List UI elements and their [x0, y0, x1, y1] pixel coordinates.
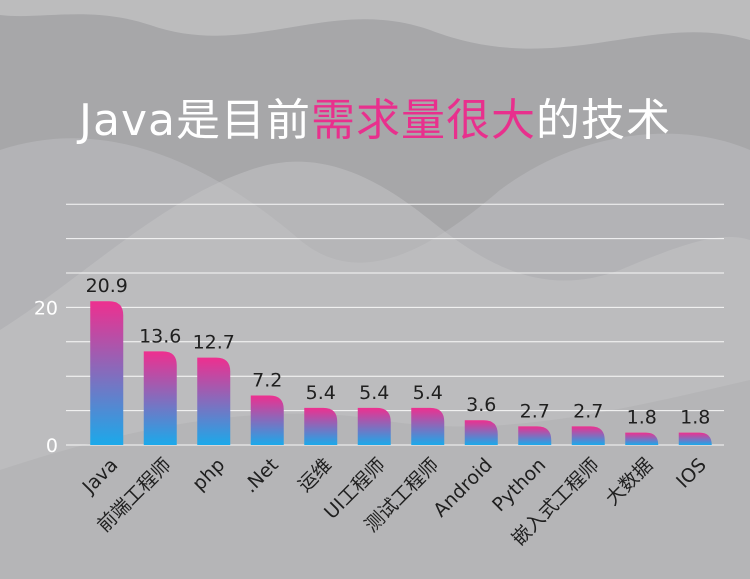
value-label-3: 7.2	[252, 369, 282, 391]
bar-5	[357, 407, 391, 445]
y-tick-label: 0	[46, 435, 58, 457]
category-label-2: php	[188, 454, 229, 495]
category-label-3: .Net	[239, 454, 282, 497]
value-labels: 20.9 13.6 12.7 7.2 5.4 5.4 5.4 3.6 2.7 2.7 1.8 1.8	[86, 275, 711, 428]
value-label-1: 13.6	[139, 325, 181, 347]
bar-9	[571, 426, 605, 445]
bar-8	[518, 426, 552, 445]
page-title: Java是目前需求量很大的技术	[0, 84, 750, 148]
category-label-10: 大数据	[601, 454, 657, 510]
category-label-4: 运维	[294, 454, 336, 496]
category-label-7: Android	[429, 454, 497, 522]
bar-1	[143, 351, 177, 445]
title-suffix: 的技术	[535, 95, 671, 146]
value-label-4: 5.4	[306, 382, 336, 404]
title-prefix: Java是目前	[79, 95, 311, 146]
value-label-5: 5.4	[359, 382, 389, 404]
bar-0	[90, 301, 124, 445]
category-label-11: IOS	[672, 454, 711, 493]
bar-10	[625, 432, 659, 445]
bar-3	[250, 395, 284, 445]
value-label-11: 1.8	[680, 407, 710, 429]
bar-6	[411, 407, 445, 445]
value-label-2: 12.7	[193, 332, 235, 354]
bars	[90, 301, 712, 445]
value-label-9: 2.7	[573, 400, 603, 422]
gridlines	[66, 203, 724, 446]
y-tick-label: 20	[34, 297, 58, 319]
y-axis-ticks: 0 20	[34, 297, 58, 457]
value-label-0: 20.9	[86, 275, 128, 297]
title-highlight: 需求量很大	[310, 95, 536, 146]
value-label-8: 2.7	[520, 400, 550, 422]
bar-11	[678, 432, 712, 445]
bar-7	[464, 420, 498, 445]
bar-4	[304, 407, 338, 445]
value-label-10: 1.8	[627, 407, 657, 429]
category-label-0: Java	[78, 454, 123, 499]
value-label-6: 5.4	[413, 382, 443, 404]
value-label-7: 3.6	[466, 394, 496, 416]
bar-2	[197, 357, 231, 445]
